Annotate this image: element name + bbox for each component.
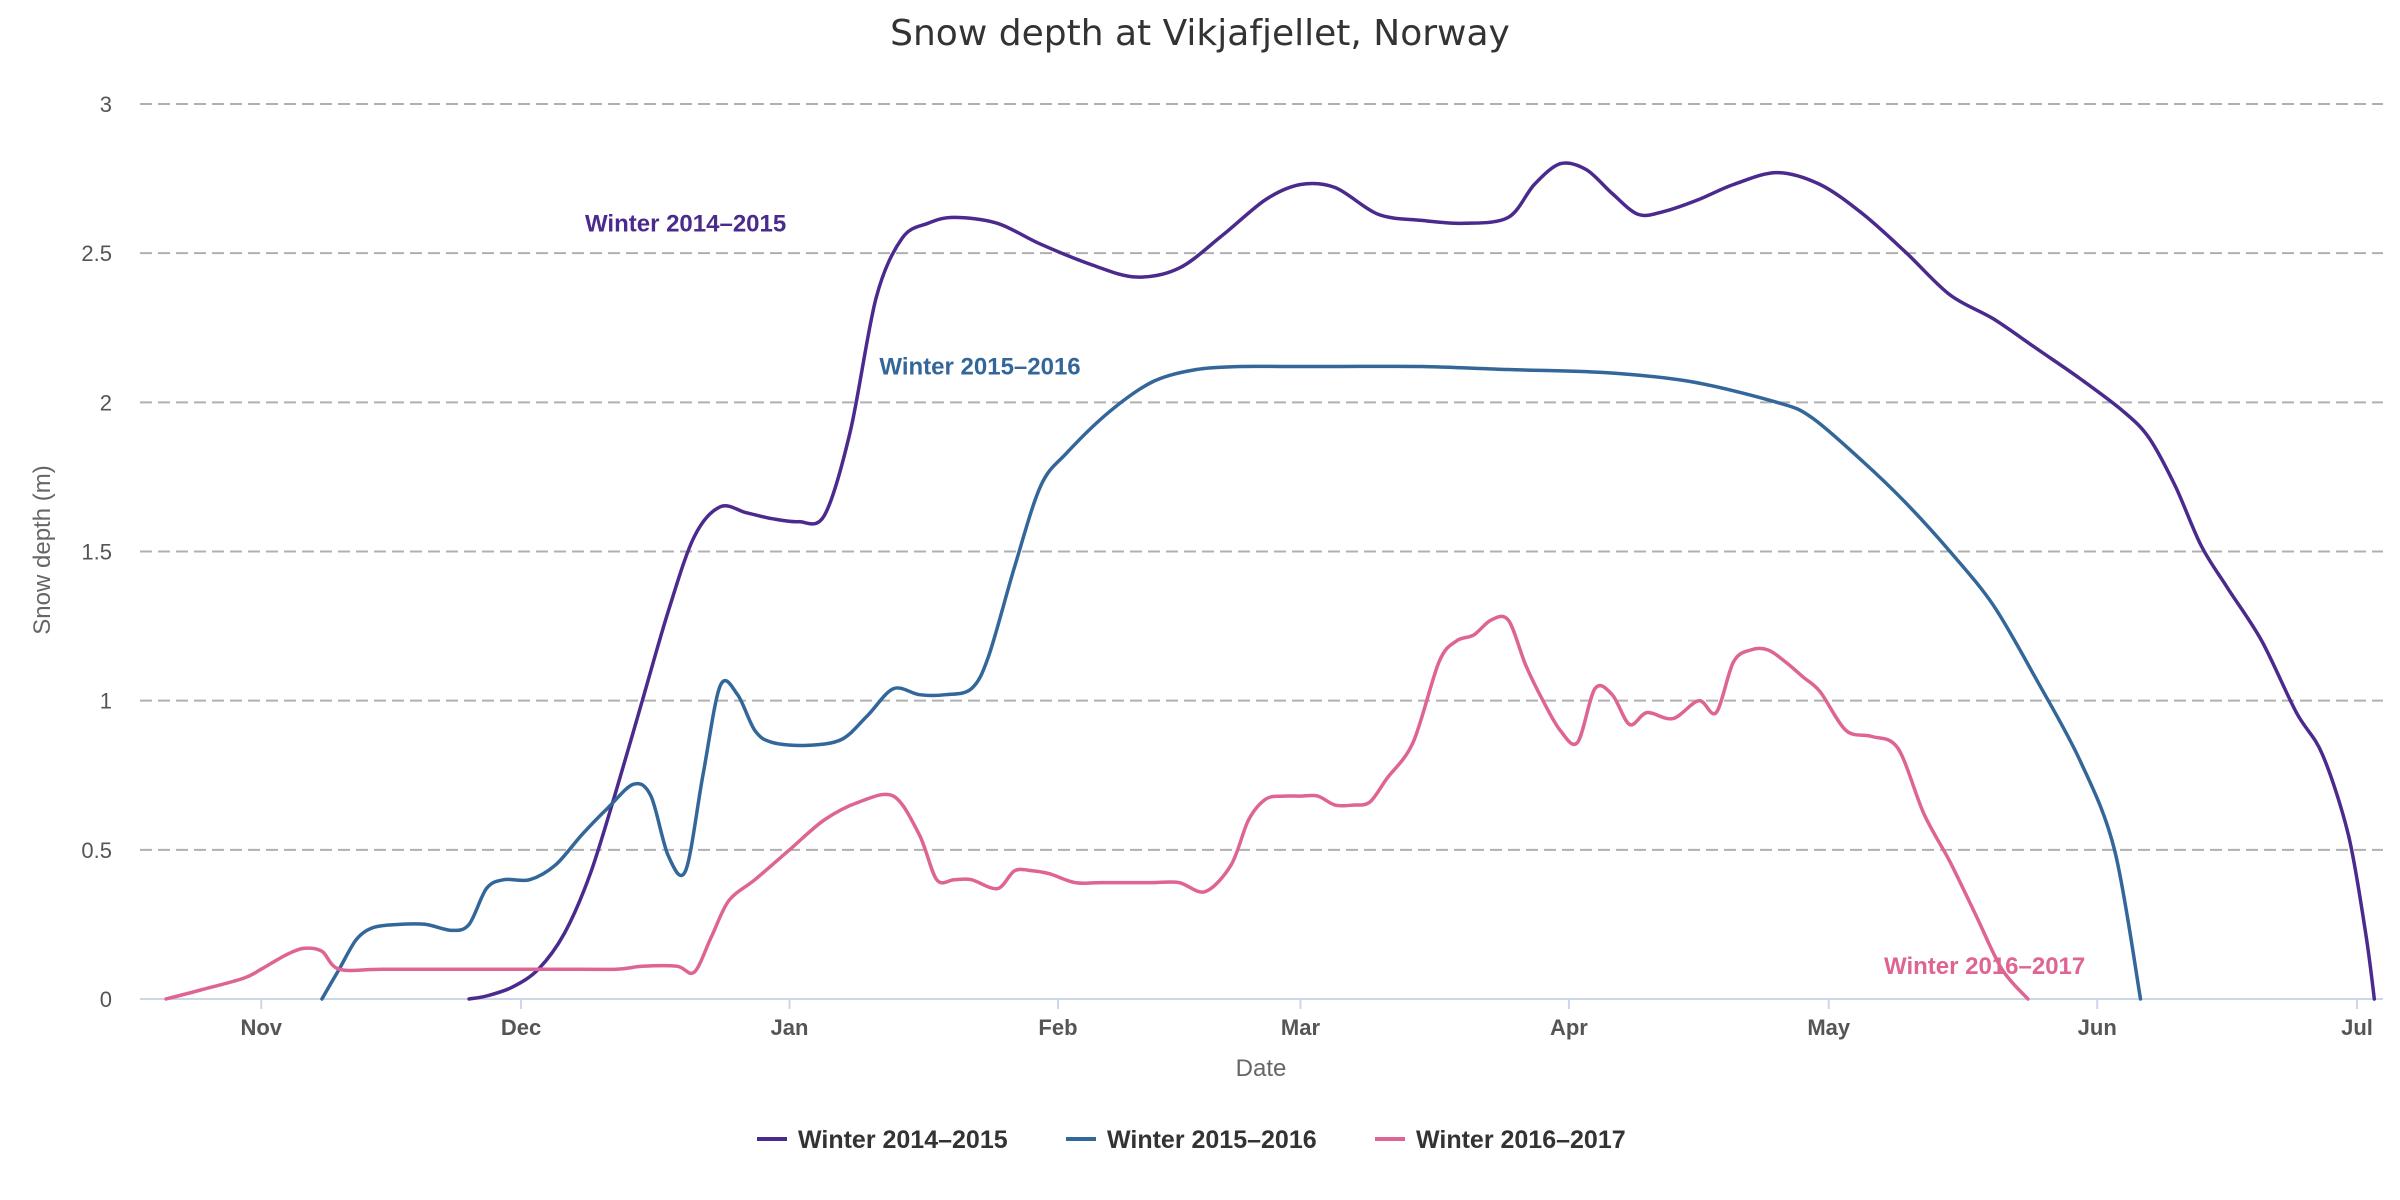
chart-title: Snow depth at Vikjafjellet, Norway	[890, 13, 1510, 54]
x-tick-label: May	[1807, 1015, 1851, 1040]
y-tick-label: 0	[100, 987, 112, 1012]
x-tick-label: Feb	[1038, 1015, 1077, 1040]
x-tick-label: Mar	[1281, 1015, 1321, 1040]
x-tick-label: Dec	[501, 1015, 541, 1040]
y-axis-title: Snow depth (m)	[29, 465, 56, 634]
legend-item-2016-2017[interactable]: Winter 2016–2017	[1375, 1126, 1626, 1154]
legend-label: Winter 2015–2016	[1107, 1126, 1317, 1154]
y-tick-label: 1.5	[81, 540, 112, 565]
y-tick-label: 0.5	[81, 838, 112, 863]
series-lines	[164, 161, 2377, 1001]
series-line-2016-2017	[164, 614, 2030, 1001]
x-axis-title: Date	[1236, 1055, 1287, 1082]
series-annotations: Winter 2014–2015 Winter 2015–2016 Winter 2…	[585, 210, 2085, 980]
x-tick-label: Apr	[1550, 1015, 1588, 1040]
series-line-2014-2015	[467, 161, 2377, 1001]
x-tick-label: Jan	[771, 1015, 809, 1040]
x-tick-label: Jul	[2341, 1015, 2373, 1040]
gridlines	[140, 103, 2383, 851]
y-tick-label: 2.5	[81, 241, 112, 266]
series-line-2015-2016	[320, 364, 2143, 1001]
legend-label: Winter 2016–2017	[1416, 1126, 1626, 1154]
y-tick-label: 3	[100, 92, 112, 117]
x-tick-label: Nov	[240, 1015, 282, 1040]
legend-item-2014-2015[interactable]: Winter 2014–2015	[757, 1126, 1008, 1154]
legend-label: Winter 2014–2015	[798, 1126, 1008, 1154]
x-axis-ticks: Nov Dec Jan Feb Mar Apr May Jun Jul	[240, 999, 2373, 1040]
series-label-2015-2016: Winter 2015–2016	[879, 354, 1080, 381]
legend: Winter 2014–2015 Winter 2015–2016 Winter 2…	[757, 1126, 1626, 1154]
y-tick-label: 1	[100, 689, 112, 714]
x-tick-label: Jun	[2078, 1015, 2117, 1040]
series-label-2016-2017: Winter 2016–2017	[1884, 953, 2085, 980]
y-tick-label: 2	[100, 390, 112, 415]
legend-item-2015-2016[interactable]: Winter 2015–2016	[1066, 1126, 1317, 1154]
series-label-2014-2015: Winter 2014–2015	[585, 210, 786, 237]
y-axis-ticks: 0 0.5 1 1.5 2 2.5 3	[81, 92, 112, 1012]
